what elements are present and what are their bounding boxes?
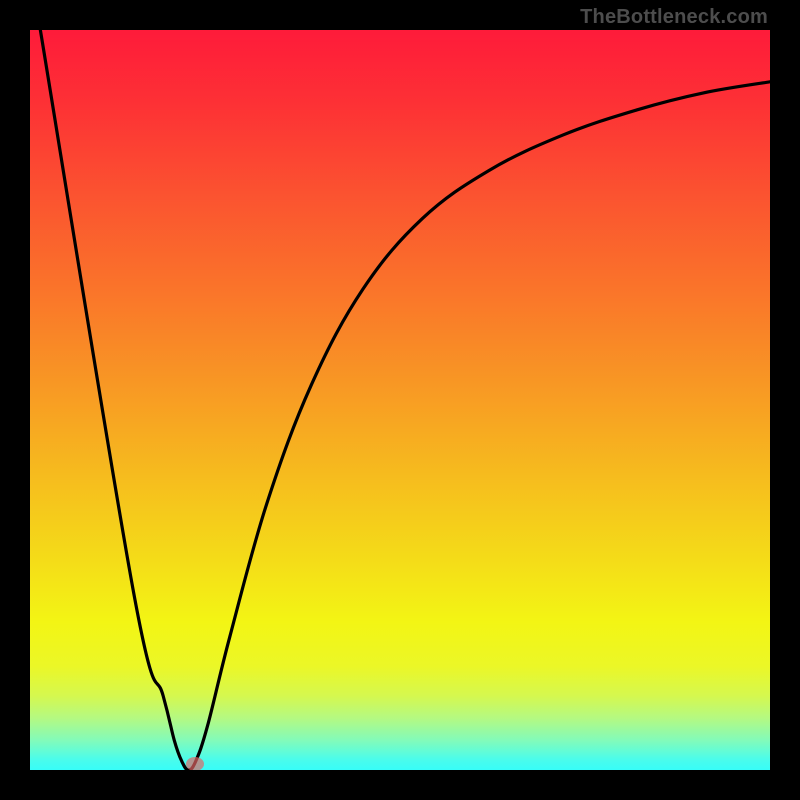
attribution-text: TheBottleneck.com xyxy=(580,6,768,29)
bottleneck-curve xyxy=(30,30,770,770)
chart-frame: TheBottleneck.com xyxy=(0,0,800,800)
plot-area xyxy=(30,30,770,770)
min-marker xyxy=(186,757,204,770)
